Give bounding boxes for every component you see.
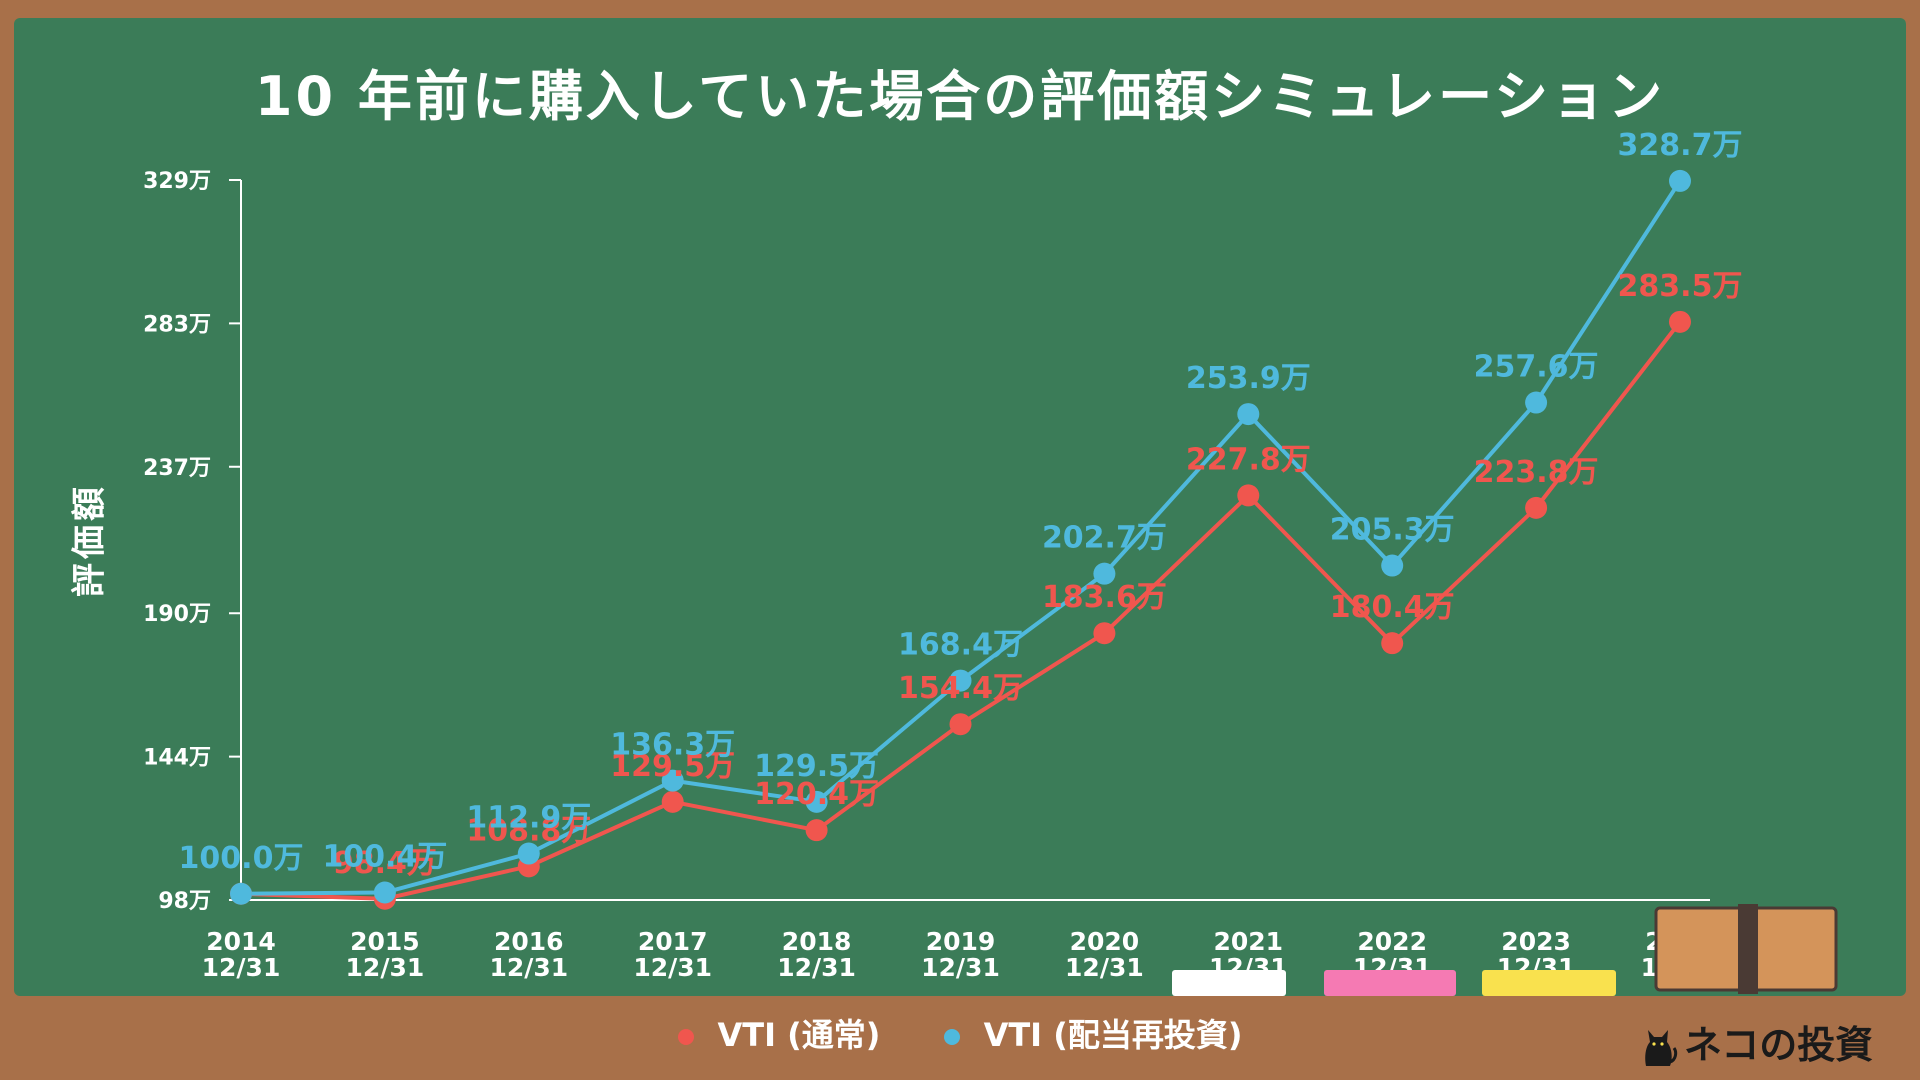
data-label: 168.4万 xyxy=(898,628,1023,663)
y-tick-labels: 98万 144万 190万 237万 283万 329万 xyxy=(143,169,211,914)
x-tick-label: 12/31 xyxy=(202,953,281,982)
data-point xyxy=(949,669,972,692)
x-tick-label: 2014 xyxy=(206,927,276,956)
data-point xyxy=(661,790,684,813)
data-label: 154.4万 xyxy=(898,671,1023,706)
legend-label: VTI (配当再投資) xyxy=(983,1016,1243,1054)
data-point xyxy=(1237,403,1260,426)
chalkboard xyxy=(14,18,1906,996)
data-label: 180.4万 xyxy=(1330,590,1455,625)
data-label: 120.4万 xyxy=(754,777,879,812)
brand-name: ネコの投資 xyxy=(1684,1023,1874,1067)
data-label: 202.7万 xyxy=(1042,521,1167,556)
legend: VTI (通常) VTI (配当再投資) xyxy=(0,1010,1920,1056)
x-tick-label: 12/31 xyxy=(921,953,1000,982)
data-point xyxy=(805,790,828,813)
data-label: 100.0万 xyxy=(179,841,304,876)
data-label: 129.5万 xyxy=(754,749,879,784)
data-label: 205.3万 xyxy=(1330,513,1455,548)
legend-label: VTI (通常) xyxy=(717,1016,881,1054)
data-label: 223.8万 xyxy=(1474,455,1599,490)
data-point xyxy=(1669,169,1691,192)
legend-item-normal: VTI (通常) xyxy=(677,1010,881,1056)
data-point xyxy=(517,842,540,865)
y-tick-label: 144万 xyxy=(143,746,211,771)
pink-chalk xyxy=(1324,970,1456,996)
x-tick-label: 2017 xyxy=(638,927,708,956)
data-point xyxy=(1093,562,1116,585)
data-label: 98.4万 xyxy=(333,846,437,881)
x-tick-label: 12/31 xyxy=(777,953,856,982)
x-tick-label: 2022 xyxy=(1357,927,1427,956)
chart-title: 10 年前に購入していた場合の評価額シミュレーション xyxy=(254,65,1666,128)
data-point xyxy=(1525,391,1548,414)
data-label: 227.8万 xyxy=(1186,442,1311,477)
series-lines xyxy=(240,179,1682,901)
cat-icon xyxy=(1645,1029,1678,1066)
data-label: 100.4万 xyxy=(322,840,447,875)
data-label: 257.6万 xyxy=(1474,350,1599,385)
eraser-icon xyxy=(1654,904,1838,994)
data-label: 253.9万 xyxy=(1186,361,1311,396)
x-tick-label: 2018 xyxy=(782,927,852,956)
x-tick-labels: 201412/31201512/31201612/31201712/312018… xyxy=(202,927,1720,982)
data-point xyxy=(1381,632,1404,655)
data-point xyxy=(661,769,684,792)
y-tick-label: 283万 xyxy=(143,312,211,337)
x-tick-label: 2019 xyxy=(926,927,996,956)
legend-dot-icon xyxy=(943,1029,960,1045)
axes xyxy=(229,179,1710,901)
yellow-chalk xyxy=(1482,970,1616,996)
x-tick-label: 12/31 xyxy=(633,953,712,982)
data-label: 283.5万 xyxy=(1618,269,1743,304)
data-label: 328.7万 xyxy=(1618,128,1743,163)
data-label: 136.3万 xyxy=(610,728,735,763)
brand-logo: ネコの投資 xyxy=(1640,1014,1873,1070)
data-label: 112.9万 xyxy=(466,801,591,836)
data-point xyxy=(1093,622,1116,645)
white-chalk xyxy=(1172,970,1286,996)
x-tick-label: 12/31 xyxy=(489,953,568,982)
series-line xyxy=(240,320,1682,901)
data-point xyxy=(1525,496,1548,519)
y-tick-label: 190万 xyxy=(143,602,211,627)
data-point xyxy=(1381,554,1404,577)
data-point xyxy=(373,881,396,904)
legend-dot-icon xyxy=(677,1029,694,1045)
x-tick-label: 2021 xyxy=(1214,927,1284,956)
y-tick-label: 98万 xyxy=(158,889,211,914)
data-point xyxy=(1237,484,1260,507)
y-tick-label: 329万 xyxy=(143,169,211,194)
data-point xyxy=(949,713,972,736)
x-tick-label: 12/31 xyxy=(346,953,425,982)
data-point xyxy=(805,819,828,842)
y-tick-label: 237万 xyxy=(143,456,211,481)
series-points xyxy=(230,169,1691,910)
legend-item-reinvest: VTI (配当再投資) xyxy=(943,1010,1243,1056)
x-tick-label: 12/31 xyxy=(1065,953,1144,982)
x-tick-label: 2020 xyxy=(1070,927,1140,956)
x-tick-label: 2023 xyxy=(1501,927,1571,956)
data-point xyxy=(1669,310,1691,333)
data-label: 108.8万 xyxy=(466,813,591,848)
data-labels: 98.4万108.8万129.5万120.4万154.4万183.6万227.8… xyxy=(179,128,1743,881)
x-tick-label: 2015 xyxy=(350,927,420,956)
x-tick-label: 2016 xyxy=(494,927,564,956)
data-label: 183.6万 xyxy=(1042,580,1167,615)
series-line xyxy=(240,179,1682,896)
data-point xyxy=(230,882,252,905)
data-label: 129.5万 xyxy=(610,749,735,784)
